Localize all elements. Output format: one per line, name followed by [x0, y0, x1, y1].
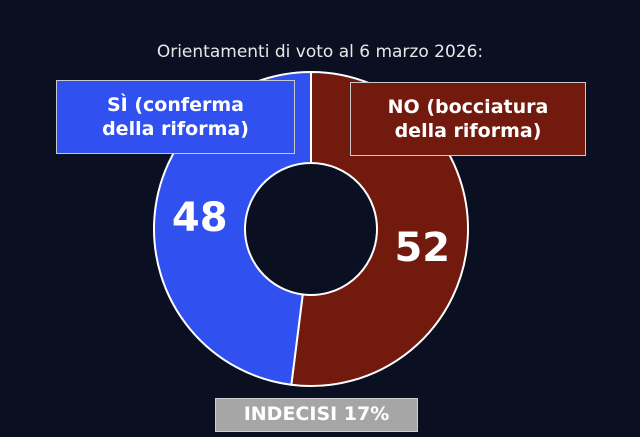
chart-title: Orientamenti di voto al 6 marzo 2026: — [156, 42, 484, 62]
legend-si: SÌ (conferma della riforma) — [56, 80, 295, 154]
data-label-0: 52 — [394, 225, 450, 271]
legend-si-line1: SÌ (conferma — [106, 94, 245, 116]
data-label-1: 48 — [172, 195, 228, 241]
undecided-badge: INDECISI 17% — [215, 398, 418, 432]
legend-no: NO (bocciatura della riforma) — [350, 82, 586, 156]
legend-no-line2: della riforma) — [394, 120, 542, 142]
legend-no-line1: NO (bocciatura — [387, 96, 549, 118]
legend-si-line2: della riforma) — [102, 118, 249, 140]
